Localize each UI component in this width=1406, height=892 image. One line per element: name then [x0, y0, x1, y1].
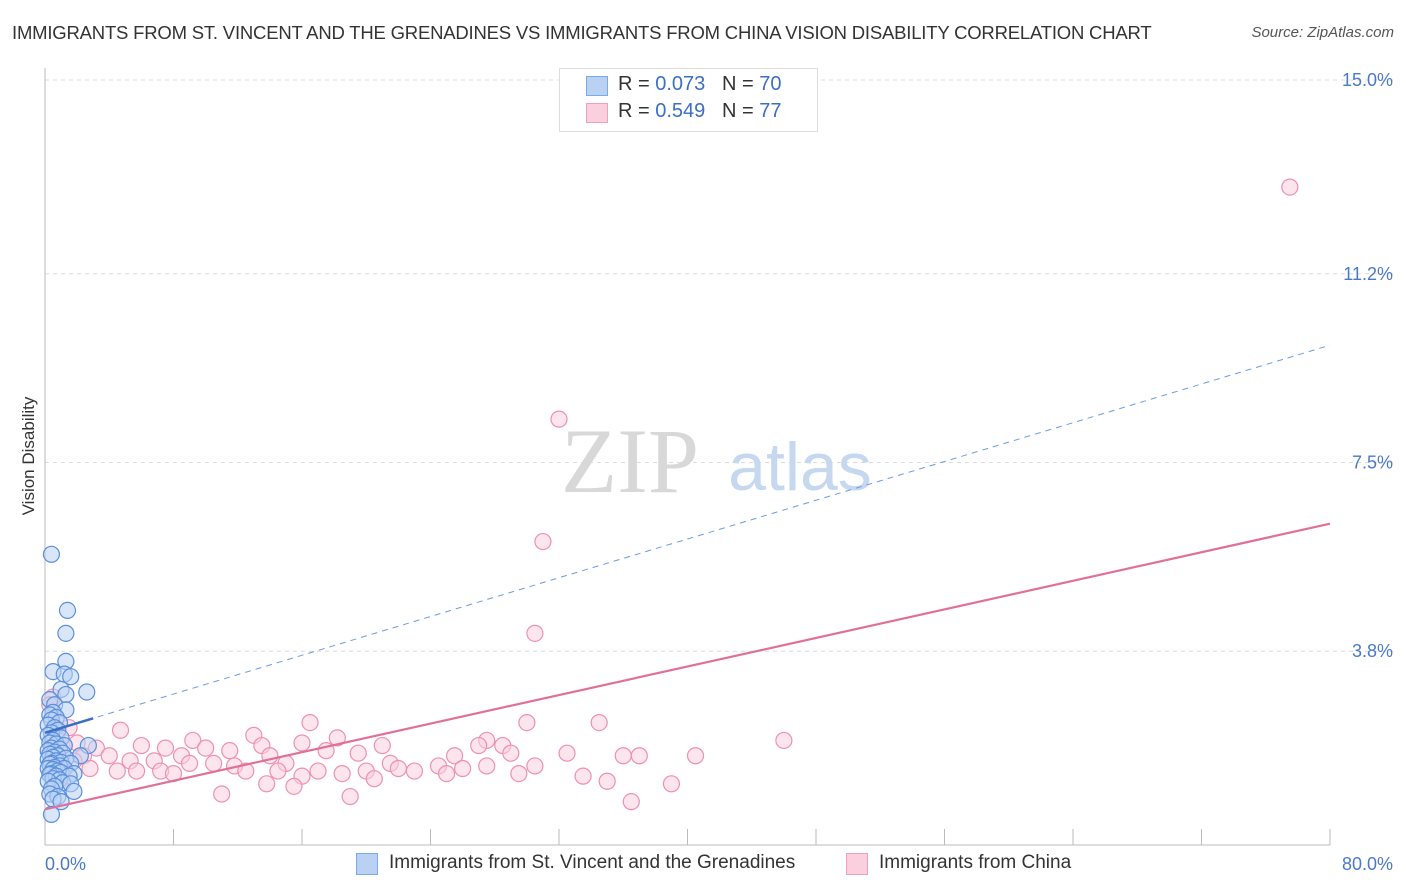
point-china [590, 713, 608, 732]
point-china [373, 736, 391, 755]
point-china [405, 762, 424, 780]
point-china [686, 747, 705, 765]
x-tick-label: 0.0% [45, 854, 86, 874]
legend-n-value: 70 [759, 73, 782, 95]
legend-n-label: N = [721, 73, 760, 95]
chart-title: IMMIGRANTS FROM ST. VINCENT AND THE GREN… [12, 22, 1152, 43]
point-vincent [42, 545, 61, 563]
point-china [328, 729, 346, 747]
trend-line-vincent-dashed [44, 344, 1331, 734]
legend-r-label: R = [618, 73, 656, 95]
point-china [269, 762, 287, 780]
legend-n-value: 77 [759, 100, 782, 122]
point-china [127, 762, 146, 780]
point-china [301, 713, 319, 732]
bottom-legend-label-vincent: Immigrants from St. Vincent and the Gren… [389, 852, 796, 873]
point-china [341, 787, 359, 806]
point-china [445, 747, 464, 765]
point-china [258, 775, 276, 793]
legend-r-value: 0.073 [655, 73, 706, 95]
point-china [526, 757, 544, 775]
tick-labels: 3.8% 7.5% 11.2% 15.0% 0.0% 80.0% [45, 70, 1393, 874]
point-vincent [62, 668, 80, 686]
point-china [156, 739, 175, 757]
point-china [111, 721, 130, 739]
point-china [526, 624, 544, 642]
point-vincent [57, 624, 75, 642]
point-china [221, 742, 239, 760]
point-china [389, 759, 407, 778]
point-china [132, 736, 150, 755]
y-tick-label: 11.2% [1343, 264, 1393, 284]
data-points [39, 178, 1299, 824]
point-vincent [58, 601, 77, 620]
point-vincent [78, 683, 96, 701]
point-china [502, 744, 520, 762]
point-china [510, 764, 528, 783]
point-china [365, 770, 383, 788]
point-china [558, 744, 576, 762]
point-china [454, 759, 472, 778]
point-china [630, 747, 648, 765]
trend-lines [44, 344, 1331, 811]
point-china [197, 739, 215, 757]
legend-r-label: R = [618, 100, 656, 122]
point-china [775, 731, 793, 750]
point-china [180, 754, 199, 773]
trend-line-vincent-solid [44, 717, 94, 734]
point-vincent [42, 805, 61, 824]
watermark: ZIP atlas [561, 410, 872, 512]
point-china [662, 775, 681, 793]
point-china [478, 757, 496, 775]
grid-lines [45, 79, 1395, 652]
bottom-legend-swatch-china [846, 853, 868, 875]
legend-r-value: 0.549 [655, 100, 706, 122]
point-china [598, 772, 616, 790]
point-china [293, 734, 311, 752]
point-china [550, 410, 568, 428]
legend: R = 0.073 N = 70 R = 0.549 N = 77 [559, 68, 818, 132]
point-china [437, 764, 456, 783]
legend-n-label: N = [721, 100, 760, 122]
trend-line-china [44, 522, 1331, 811]
point-china [100, 747, 118, 765]
point-china [205, 754, 223, 773]
point-china [108, 762, 126, 780]
chart-source: Source: ZipAtlas.com [1251, 24, 1394, 41]
point-china [518, 713, 536, 732]
point-china [309, 762, 327, 780]
point-china [1281, 178, 1299, 196]
point-china [333, 764, 351, 783]
point-china [81, 759, 99, 778]
point-china [614, 747, 632, 765]
y-axis-label: Vision Disability [19, 396, 38, 515]
point-china [237, 762, 255, 780]
bottom-legend-swatch-vincent [356, 853, 378, 875]
legend-swatch-china [586, 103, 608, 123]
point-china [285, 777, 303, 795]
bottom-legend-label-china: Immigrants from China [879, 852, 1072, 873]
y-tick-label: 15.0% [1342, 70, 1393, 90]
point-china [622, 793, 640, 811]
point-china [574, 767, 592, 785]
point-china [349, 744, 367, 762]
point-china [470, 736, 488, 755]
watermark-atlas: atlas [728, 429, 872, 505]
y-tick-label: 3.8% [1352, 641, 1393, 661]
legend-swatch-vincent [586, 76, 608, 96]
point-vincent [65, 782, 83, 801]
watermark-zip: ZIP [561, 410, 699, 512]
y-tick-label: 7.5% [1352, 453, 1393, 473]
point-china [213, 785, 231, 803]
point-china [184, 731, 202, 750]
x-tick-label: 80.0% [1342, 854, 1393, 874]
point-china [534, 532, 552, 551]
